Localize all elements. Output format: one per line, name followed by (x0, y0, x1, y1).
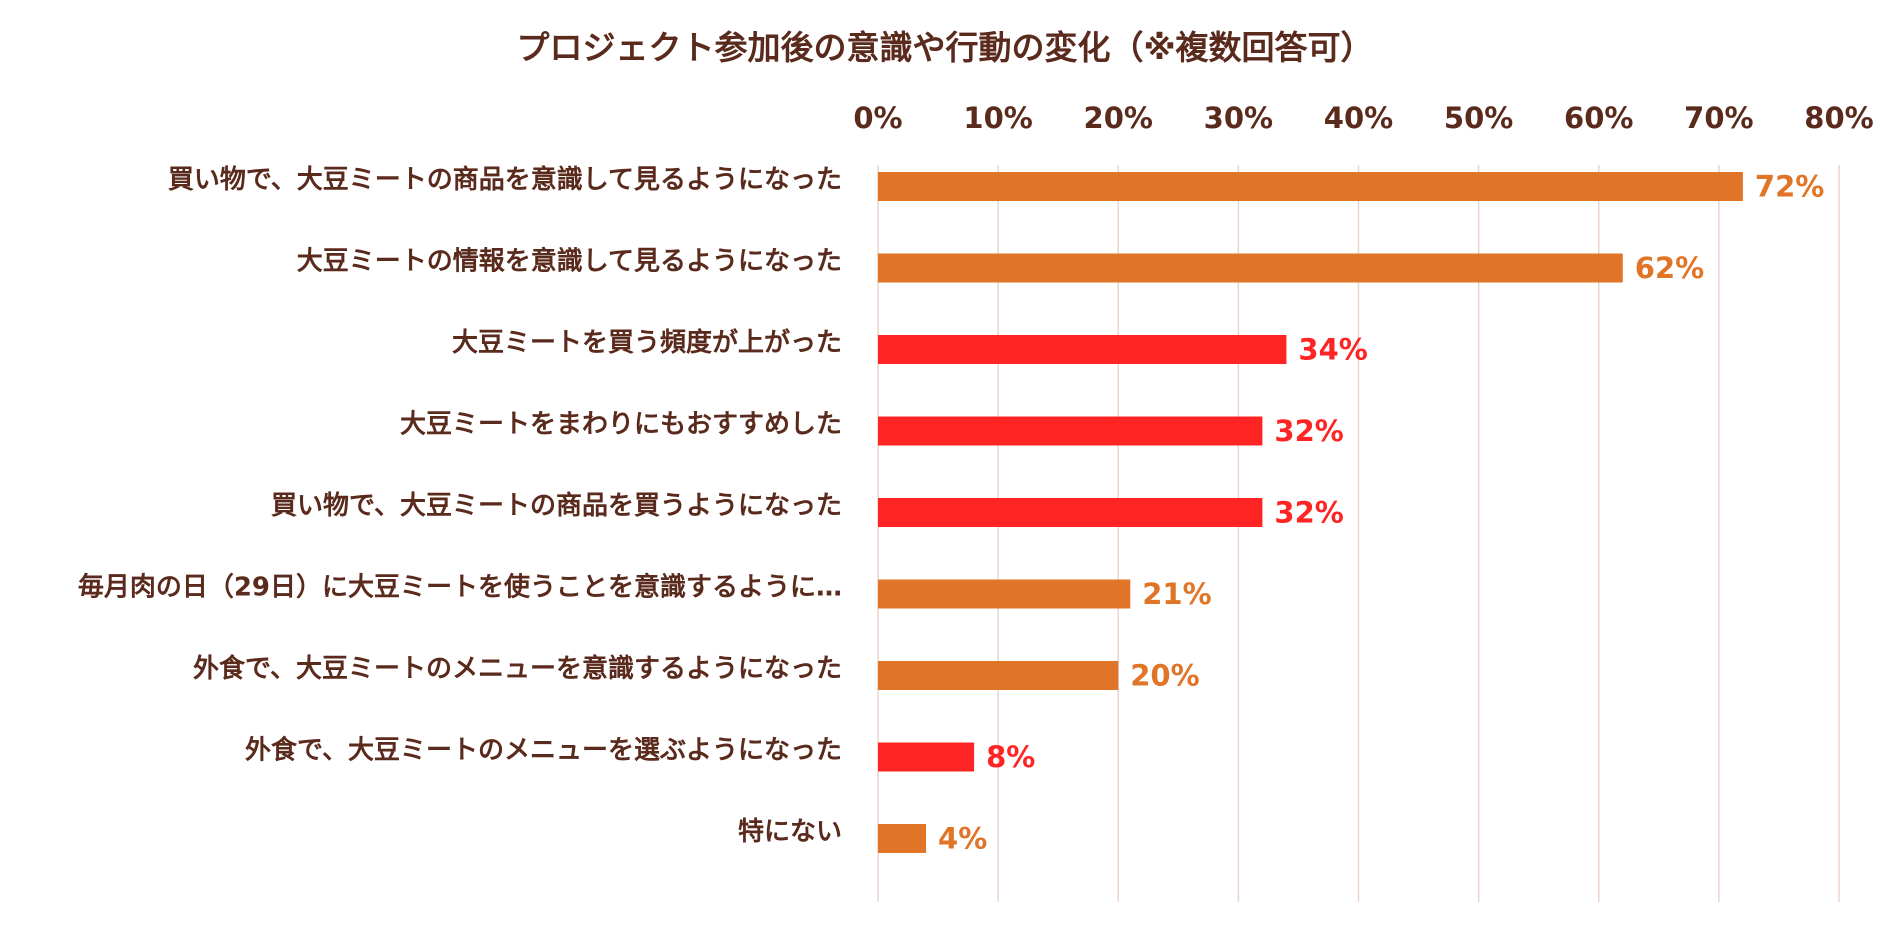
category-label: 買い物で、大豆ミートの商品を買うようになった (271, 490, 842, 521)
x-tick-label: 10% (963, 101, 1032, 135)
bar (878, 335, 1287, 364)
bar (878, 661, 1119, 690)
bars (878, 172, 1743, 853)
gridlines (877, 165, 1840, 902)
data-label: 20% (1130, 659, 1199, 693)
category-label: 大豆ミートの情報を意識して見るようになった (297, 246, 842, 277)
bar (878, 742, 975, 772)
data-label: 8% (986, 740, 1035, 774)
category-labels: 買い物で、大豆ミートの商品を意識して見るようになった大豆ミートの情報を意識して見… (78, 164, 842, 847)
category-label: 外食で、大豆ミートのメニューを選ぶようになった (245, 735, 842, 766)
x-tick-label: 50% (1444, 101, 1513, 135)
x-axis-ticks: 0% 10% 20% 30% 40% 50% 60% 70% 80% (853, 101, 1873, 135)
data-label: 34% (1298, 333, 1367, 367)
bar (878, 498, 1263, 527)
bar (878, 579, 1131, 609)
x-tick-label: 60% (1564, 101, 1633, 135)
bar (878, 253, 1623, 283)
bar (878, 824, 927, 853)
x-tick-label: 70% (1684, 101, 1753, 135)
category-label: 毎月肉の日（29日）に大豆ミートを使うことを意識するように… (78, 572, 842, 603)
category-label: 大豆ミートをまわりにもおすすめした (400, 410, 842, 440)
category-label: 外食で、大豆ミートのメニューを意識するようになった (193, 653, 842, 684)
x-tick-label: 30% (1204, 101, 1273, 135)
x-tick-label: 80% (1804, 101, 1873, 135)
category-label: 特にない (738, 816, 842, 847)
bar (878, 172, 1743, 201)
x-tick-label: 20% (1084, 101, 1153, 135)
x-tick-label: 0% (853, 101, 902, 135)
data-label: 4% (938, 822, 987, 856)
data-labels: 72% 62% 34% 32% 32% 21% 20% 8% 4% (938, 170, 1824, 856)
data-label: 72% (1755, 170, 1824, 204)
data-label: 21% (1142, 577, 1211, 611)
bar (878, 416, 1263, 446)
category-label: 買い物で、大豆ミートの商品を意識して見るようになった (168, 164, 842, 195)
data-label: 32% (1274, 496, 1343, 530)
data-label: 62% (1635, 251, 1704, 285)
chart-title: プロジェクト参加後の意識や行動の変化（※複数回答可） (516, 28, 1373, 67)
data-label: 32% (1274, 414, 1343, 448)
category-label: 大豆ミートを買う頻度が上がった (452, 327, 842, 358)
x-tick-label: 40% (1324, 101, 1393, 135)
